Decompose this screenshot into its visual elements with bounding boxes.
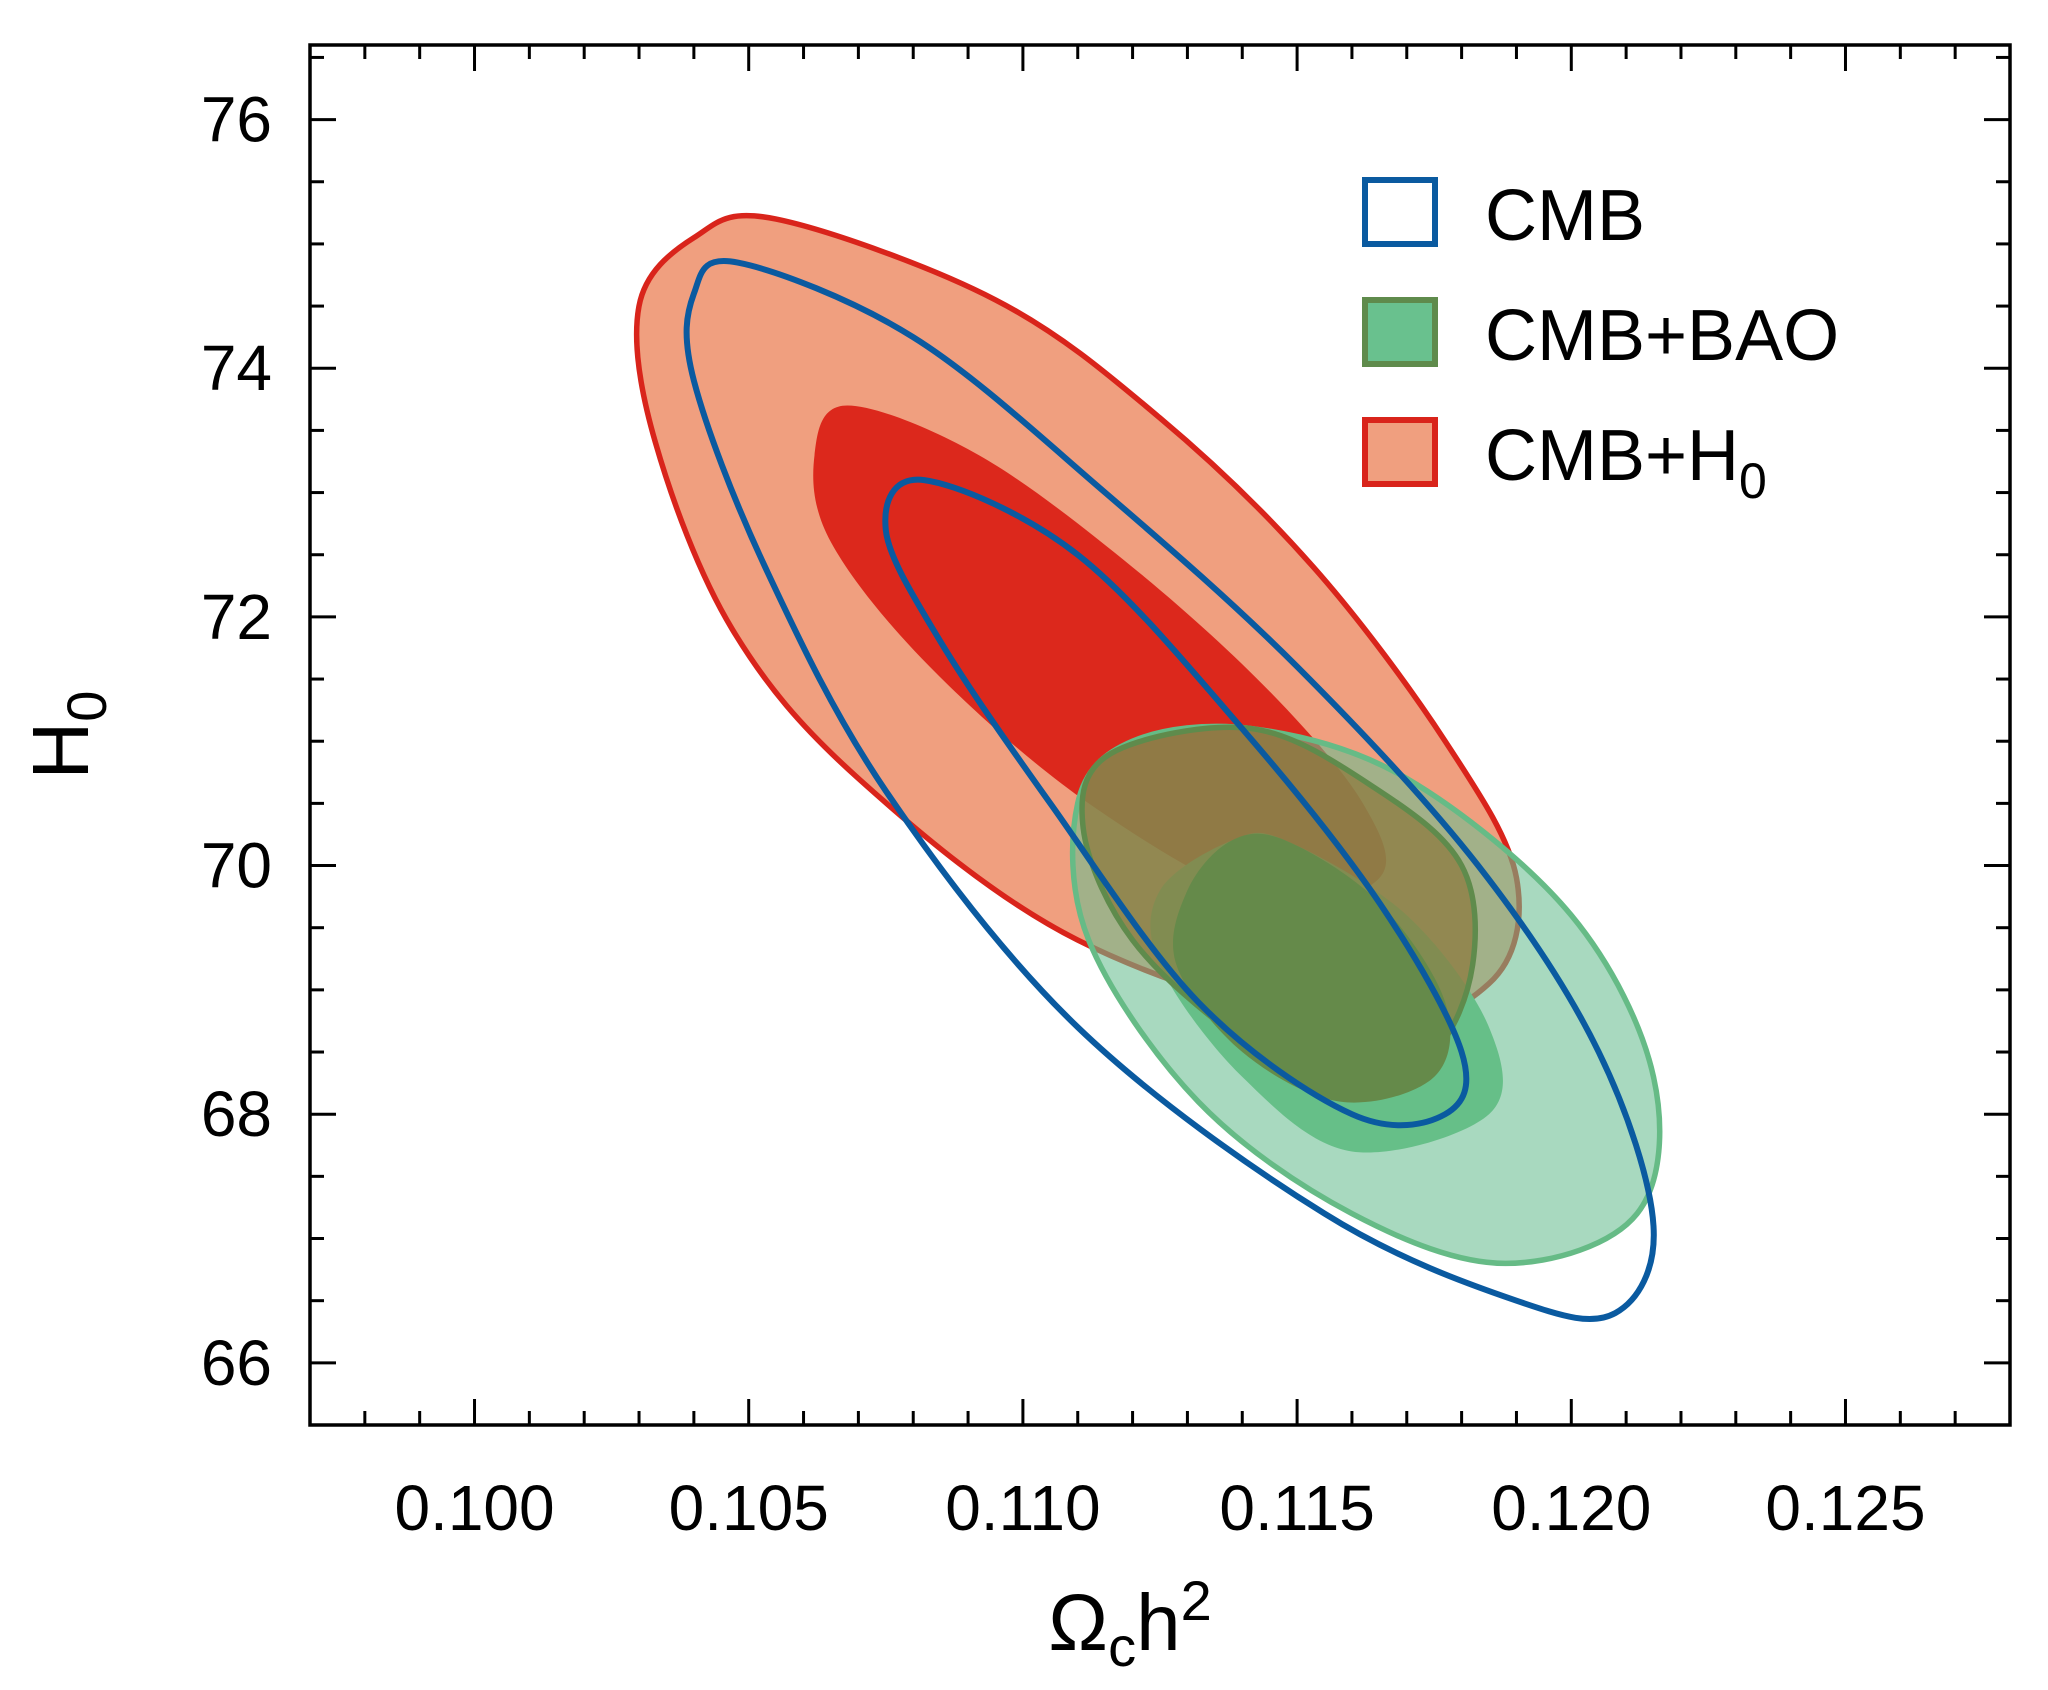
x-axis-title: Ωch2 (1048, 1569, 1211, 1678)
legend-label: CMB+BAO (1485, 296, 1839, 376)
contours-layer (633, 212, 1663, 1323)
y-tick-label: 68 (201, 1078, 272, 1150)
contour-95-3 (683, 258, 1657, 1323)
y-tick-labels: 66 68 70 72 74 76 (201, 84, 272, 1399)
y-tick-label: 76 (201, 84, 272, 156)
x-tick-label: 0.120 (1491, 1472, 1651, 1544)
x-axis-title-sub: c (1108, 1615, 1136, 1678)
legend-item: CMB+H0 (1362, 416, 1767, 509)
plot-frame (308, 43, 2012, 1427)
y-tick-label: 70 (201, 830, 272, 902)
legend-label-main: CMB+H (1485, 416, 1739, 496)
legend-label: CMB+H0 (1485, 416, 1767, 509)
x-axis-title-rest: h (1136, 1578, 1181, 1667)
legend-item: CMB+BAO (1362, 296, 1839, 376)
y-axis-title-main: H (16, 722, 105, 780)
x-tick-label: 0.115 (1219, 1472, 1374, 1544)
legend-label: CMB (1485, 176, 1645, 256)
y-axis-title-sub: 0 (55, 691, 118, 722)
contour-68-3 (882, 476, 1470, 1129)
x-tick-label: 0.100 (394, 1472, 554, 1544)
x-tick-label: 0.110 (945, 1472, 1100, 1544)
legend-label-sub: 0 (1739, 453, 1767, 509)
series-cmb (683, 258, 1657, 1323)
contour-68-2 (1173, 833, 1451, 1103)
legend-item: CMB (1362, 176, 1645, 256)
legend-swatch (1362, 417, 1438, 487)
y-tick-label: 72 (201, 581, 272, 653)
legend-label-main: CMB+BAO (1485, 296, 1839, 376)
legend-swatch (1362, 297, 1438, 367)
ticks-layer (308, 45, 2012, 1425)
legend: CMB CMB+BAO CMB+H0 (1362, 176, 1839, 509)
series-cmb-bao-overlap (1079, 724, 1479, 1103)
legend-swatch (1362, 177, 1438, 247)
x-axis-title-sup: 2 (1181, 1569, 1212, 1632)
x-tick-label: 0.105 (669, 1472, 829, 1544)
x-axis-title-main: Ω (1048, 1578, 1108, 1667)
y-tick-label: 74 (201, 332, 272, 404)
legend-label-main: CMB (1485, 176, 1645, 256)
x-tick-labels: 0.100 0.105 0.110 0.115 0.120 0.125 (394, 1472, 1925, 1544)
y-axis-title: H0 (16, 691, 118, 780)
x-tick-label: 0.125 (1765, 1472, 1925, 1544)
y-tick-label: 66 (201, 1327, 272, 1399)
